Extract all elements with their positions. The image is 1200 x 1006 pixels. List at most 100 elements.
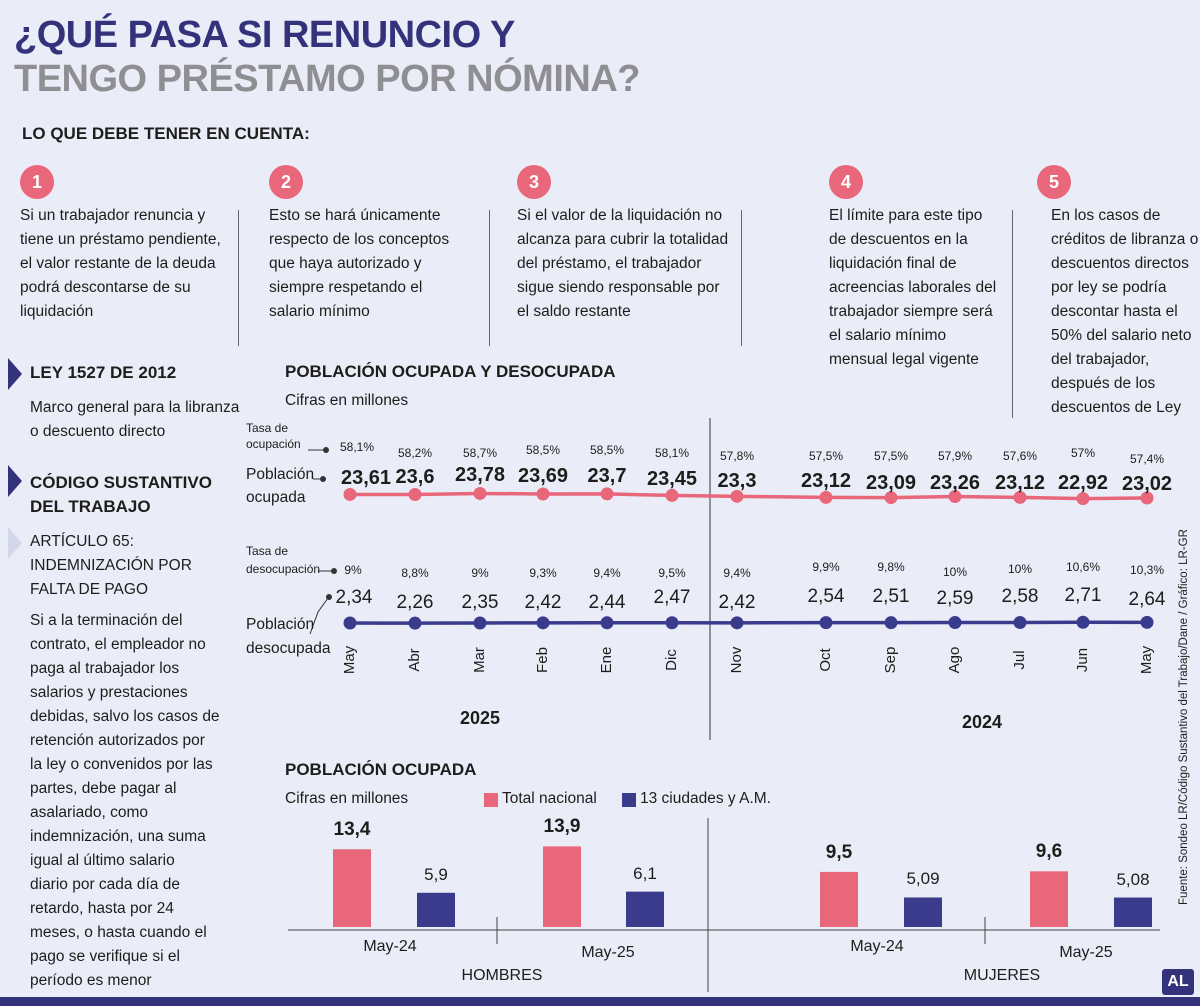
point-desocupada — [1076, 615, 1090, 629]
articulo-text-line: salarios y prestaciones — [30, 684, 188, 701]
column-divider — [489, 210, 490, 346]
column-divider — [238, 210, 239, 346]
rate-label-ocupacion: 57,5% — [808, 449, 844, 463]
point-3-text-line: el saldo restante — [517, 303, 631, 320]
bar-hombres-may-24-13-ciudades — [417, 892, 455, 927]
bar-value-label: 5,09 — [906, 869, 940, 889]
period-label: May-25 — [1059, 944, 1113, 961]
column-divider — [741, 210, 742, 346]
value-label-desocupada: 2,58 — [1001, 586, 1039, 607]
point-ocupada — [819, 490, 833, 504]
point-4-text-line: mensual legal vigente — [829, 351, 979, 368]
legend-label-total-nacional: Total nacional — [502, 790, 597, 807]
point-5-text-line: descontar hasta el — [1051, 303, 1178, 320]
point-desocupada — [343, 616, 357, 630]
poblacion-ocupada-label-2: ocupada — [246, 489, 306, 506]
rate-label-ocupacion: 58,1% — [654, 446, 690, 460]
point-3-text-line: Si el valor de la liquidación no — [517, 207, 723, 224]
rate-label-ocupacion: 58,5% — [589, 443, 625, 457]
articulo-text-line: igual al último salario — [30, 852, 175, 869]
tasa-desocupacion-label-1: Tasa de — [246, 544, 289, 558]
bar-value-label: 13,4 — [333, 819, 371, 841]
page-title-line-2: TENGO PRÉSTAMO POR NÓMINA? — [14, 58, 640, 100]
value-label-ocupada: 23,61 — [340, 467, 392, 489]
publisher-logo: AL — [1162, 969, 1194, 995]
articulo-text-line: indemnización, una suma — [30, 828, 206, 845]
point-desocupada — [884, 616, 898, 630]
point-2-text-line: respecto de los conceptos — [269, 231, 450, 248]
point-3-text-line: del préstamo, el trabajador — [517, 255, 702, 272]
articulo-text-line: diario por cada día de — [30, 876, 180, 893]
year-label-2024: 2024 — [962, 712, 1003, 732]
point-5-text-line: por ley se podría — [1051, 279, 1167, 296]
value-label-ocupada: 23,6 — [395, 466, 435, 488]
tasa-ocupacion-connector-dot — [323, 447, 329, 453]
point-ocupada — [473, 486, 487, 500]
point-desocupada — [948, 616, 962, 629]
point-2-text-line: siempre respetando el — [269, 279, 423, 296]
articulo-arrow-icon — [8, 527, 22, 559]
point-5-text-line: 50% del salario neto — [1051, 327, 1192, 344]
value-label-ocupada: 23,09 — [865, 472, 917, 494]
articulo-text-line: meses, o hasta cuando el — [30, 924, 207, 941]
point-2-number-badge: 2 — [269, 165, 303, 199]
value-label-ocupada: 23,78 — [454, 464, 506, 486]
point-2-text-line: que haya autorizado y — [269, 255, 422, 272]
value-label-desocupada: 2,44 — [588, 592, 626, 613]
value-label-ocupada: 23,45 — [646, 468, 698, 490]
point-ocupada — [665, 488, 679, 502]
tasa-ocupacion-label-2: ocupación — [246, 437, 301, 451]
codigo-title-line-2: DEL TRABAJO — [30, 497, 151, 516]
point-ocupada — [730, 489, 744, 503]
rate-label-desocupacion: 9,8% — [877, 560, 905, 574]
point-3-text-line: sigue siendo responsable por — [517, 279, 720, 296]
value-label-desocupada: 2,71 — [1064, 585, 1102, 606]
rate-label-desocupacion: 10% — [1007, 562, 1033, 576]
point-1-text-line: tiene un préstamo pendiente, — [20, 231, 221, 248]
tasa-desocupacion-connector-dot — [331, 568, 337, 574]
ocupada-connector-dot — [320, 476, 326, 482]
bar-hombres-may-24-total-nacional — [333, 849, 371, 927]
rate-label-ocupacion: 58,1% — [339, 440, 375, 454]
rate-label-desocupacion: 9,4% — [723, 566, 751, 580]
articulo-text-line: debidas, salvo los casos de — [30, 708, 220, 725]
point-ocupada — [600, 487, 614, 501]
point-desocupada — [536, 616, 550, 630]
value-label-ocupada: 23,7 — [587, 465, 627, 487]
point-4-text-line: liquidación final de — [829, 255, 957, 272]
point-4-number-badge: 4 — [829, 165, 863, 199]
group-label-mujeres: MUJERES — [963, 967, 1041, 984]
codigo-title-line-1: CÓDIGO SUSTANTIVO — [30, 473, 212, 492]
point-5-text-line: descuentos de Ley — [1051, 399, 1182, 416]
point-3-number-badge: 3 — [517, 165, 551, 199]
legend-label-13-ciudades: 13 ciudades y A.M. — [640, 790, 771, 807]
rate-label-ocupacion: 58,2% — [397, 446, 433, 460]
value-label-ocupada: 23,12 — [994, 472, 1046, 494]
point-ocupada — [1140, 491, 1154, 505]
value-label-ocupada: 23,26 — [929, 472, 981, 494]
articulo-text-line: retención autorizados por — [30, 732, 205, 749]
point-4-text-line: el salario mínimo — [829, 327, 947, 344]
point-5-text-line: del trabajador, — [1051, 351, 1150, 368]
articulo-title-line: ARTÍCULO 65: — [30, 533, 134, 550]
point-5-text-line: después de los — [1051, 375, 1156, 392]
point-desocupada — [1013, 616, 1027, 630]
line-chart-title: POBLACIÓN OCUPADA Y DESOCUPADA — [285, 362, 616, 381]
point-1-text-line: liquidación — [20, 303, 94, 320]
source-credit: Fuente: Sondeo LR/Código Sustantivo del … — [1178, 529, 1190, 905]
desocupada-connector — [309, 597, 329, 635]
point-2-text-line: salario mínimo — [269, 303, 370, 320]
point-3-text-line: alcanza para cubrir la totalidad — [517, 231, 729, 248]
rate-label-ocupacion: 58,7% — [462, 446, 498, 460]
rate-label-ocupacion: 58,5% — [525, 443, 561, 457]
period-label: May-24 — [850, 938, 904, 955]
point-4-text-line: acreencias laborales del — [829, 279, 997, 296]
point-desocupada — [730, 616, 744, 630]
point-4-text-line: de descuentos en la — [829, 231, 968, 248]
ley-arrow-icon — [8, 358, 22, 390]
rate-label-desocupacion: 9,3% — [529, 566, 557, 580]
bottom-rule — [0, 997, 1200, 1006]
point-1-text-line: podrá descontarse de su — [20, 279, 191, 296]
rate-label-desocupacion: 10,6% — [1065, 560, 1101, 574]
